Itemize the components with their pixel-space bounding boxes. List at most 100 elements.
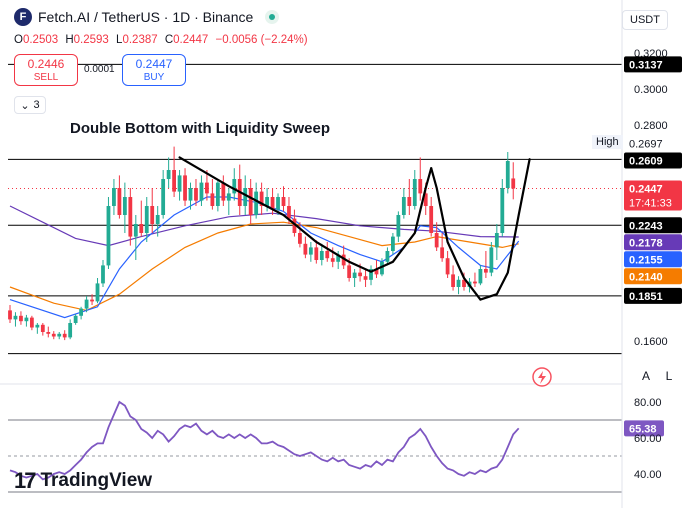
candle [391,233,395,255]
candle [451,265,455,291]
open-value: 0.2503 [22,34,59,46]
candle [29,315,34,331]
candle [232,168,237,201]
candle-body [46,332,51,334]
candle [139,200,144,237]
buy-price: 0.2447 [135,57,173,71]
auto-scale-button[interactable]: A [641,369,650,383]
candle-body [445,258,450,275]
candle [51,331,56,340]
tradingview-mark-icon: 17 [14,468,37,493]
candle [429,197,434,237]
candle [412,170,417,210]
candle [199,175,204,206]
candle [24,314,29,327]
price-tick-label: 0.1600 [634,336,668,348]
rsi-tick-label: 60.00 [634,433,662,445]
candle-body [330,258,335,262]
candle-body [396,215,401,237]
candle [90,294,94,305]
candle [117,175,122,219]
candle-body [319,251,324,260]
candle-body [122,197,127,215]
candle [385,247,390,266]
candle-body [194,188,198,201]
candle-body [13,315,18,320]
candle [281,186,286,212]
candle-body [265,197,269,206]
candle [248,179,253,224]
indicators-toggle-button[interactable]: ⌄ 3 [14,96,46,114]
tradingview-logo: 17 TradingView [14,468,152,494]
candle-body [462,279,466,287]
candle [62,330,67,341]
candle-body [391,236,395,251]
candle-body [303,243,308,255]
lightning-alert-icon [532,367,552,387]
candle [298,222,302,248]
change-value: −0.0056 (−2.24%) [215,34,308,46]
candle [155,206,160,237]
price-tick-label: 0.3000 [634,84,668,96]
candle-body [232,179,237,194]
candle-body [287,206,291,219]
log-scale-button[interactable]: L [665,369,673,383]
candle [440,233,445,262]
candle-body [144,206,149,233]
price-tag-label: 0.2155 [629,254,663,266]
candle-body [385,251,390,262]
candle [106,197,111,269]
candle-body [166,170,171,179]
sell-button[interactable]: 0.2446 SELL [14,54,78,86]
candle-body [183,175,187,201]
symbol-title[interactable]: Fetch.AI / TetherUS · 1D · Binance [38,9,254,25]
chevron-down-icon: ⌄ [20,99,30,112]
candle [13,312,18,327]
candle-body [308,247,313,255]
candle [226,188,231,215]
candle [188,182,193,210]
candle [511,162,516,200]
candle [221,175,226,206]
candle-body [150,206,155,224]
candle [68,319,73,340]
candle-body [434,233,439,248]
candle [95,278,100,304]
candle [40,323,45,336]
candle [122,182,127,233]
candle-body [161,179,166,215]
candle [150,188,155,233]
candle-body [24,317,29,322]
buy-label: BUY [143,72,165,83]
price-tick-label: 0.2800 [634,120,668,132]
price-tag-label: 0.2178 [629,237,663,249]
price-tag-label: 0.2697 [629,139,663,151]
candle-body [352,272,357,278]
currency-button[interactable]: USDT [622,10,668,30]
chart-header: F Fetch.AI / TetherUS · 1D · Binance [14,8,280,26]
price-tag-label: 0.3137 [629,59,663,71]
candle-body [276,197,280,210]
price-tag-last: 0.2447 17:41:33 [624,180,682,211]
indicators-count: 3 [33,99,40,111]
candle [183,168,187,206]
chart-annotation[interactable]: Double Bottom with Liquidity Sweep [70,120,330,137]
candle [101,260,105,287]
candle [177,170,182,201]
rsi-last-tag-bg [624,420,664,437]
candle-body [133,224,138,237]
candle [194,179,198,206]
candle [473,272,477,287]
candle [259,182,264,215]
candle [325,242,330,262]
candle-body [456,279,461,287]
candle [270,188,275,215]
candle [79,306,84,320]
candle-body [177,175,182,192]
price-tag-label: 0.2140 [629,271,663,283]
buy-button[interactable]: 0.2447 BUY [122,54,186,86]
fetch-logo-icon: F [14,8,32,26]
candle-body [73,315,78,323]
price-tag-high: 0.2697 [629,139,663,151]
